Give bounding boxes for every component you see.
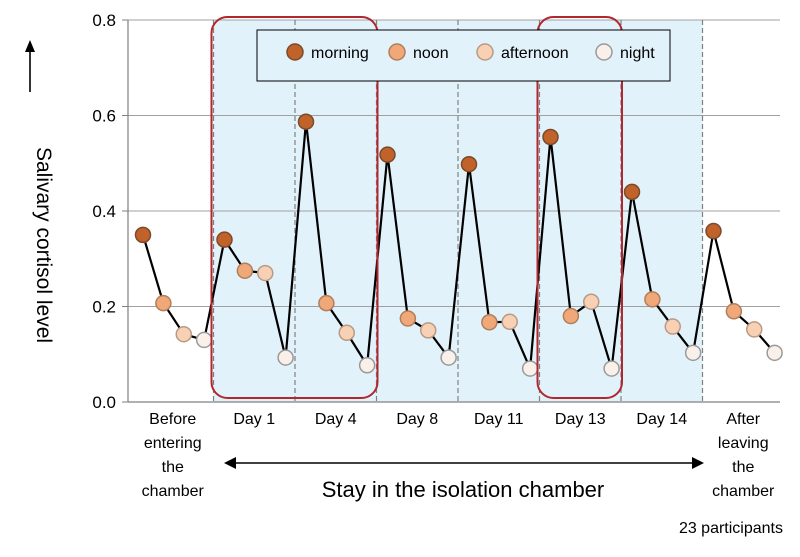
category-label: Before entering the chamber <box>142 411 205 500</box>
data-point-night <box>766 344 783 362</box>
stay-annotation-group: Stay in the isolation chamber <box>224 457 704 502</box>
legend-label-night: night <box>620 45 655 62</box>
legend-label-noon: noon <box>413 45 449 62</box>
stay-annotation: Stay in the isolation chamber <box>322 477 605 502</box>
data-point-morning <box>379 146 396 163</box>
legend: morning noon afternoon night <box>256 29 671 82</box>
data-point-afternoon <box>420 322 437 339</box>
data-point-morning <box>460 155 478 173</box>
data-point-noon <box>236 262 254 279</box>
stay-arrow-head-left <box>224 457 236 469</box>
y-axis-title-group: Salivary cortisol level <box>25 40 55 343</box>
legend-marker-noon <box>388 43 406 61</box>
data-point-afternoon <box>338 324 355 342</box>
data-point-afternoon <box>583 293 600 310</box>
y-tick-label: 0.2 <box>92 298 116 317</box>
data-point-afternoon <box>746 321 763 338</box>
data-point-noon <box>562 307 580 325</box>
category-label: Day 13 <box>555 411 606 428</box>
participant-count-note: 23 participants <box>679 520 783 537</box>
y-tick-label: 0.4 <box>92 202 116 221</box>
data-point-noon <box>318 294 335 312</box>
y-tick-label: 0.0 <box>92 393 116 412</box>
data-point-night <box>277 349 294 366</box>
y-tick-label: 0.8 <box>92 11 116 30</box>
data-point-afternoon <box>257 264 274 282</box>
y-axis-title: Salivary cortisol level <box>32 147 55 343</box>
data-point-morning <box>623 183 641 201</box>
highlight-box <box>210 16 379 399</box>
data-point-noon <box>155 294 172 312</box>
data-point-morning <box>542 128 559 146</box>
data-point-night <box>195 331 213 349</box>
data-point-noon <box>644 291 661 308</box>
data-point-noon <box>481 314 498 331</box>
data-points <box>134 113 783 377</box>
category-label: Day 14 <box>636 411 687 428</box>
data-point-afternoon <box>175 325 192 343</box>
y-axis-arrow-head <box>25 40 35 52</box>
legend-label-morning: morning <box>311 45 369 62</box>
data-point-afternoon <box>664 318 681 335</box>
data-point-morning <box>297 113 315 130</box>
data-point-night <box>440 349 457 366</box>
data-point-afternoon <box>501 313 518 331</box>
data-point-night <box>521 360 539 377</box>
axes <box>127 20 780 403</box>
data-point-night <box>603 360 620 377</box>
legend-marker-afternoon <box>476 43 494 61</box>
data-point-noon <box>725 303 743 320</box>
legend-marker-night <box>595 43 613 61</box>
y-tick-label: 0.6 <box>92 107 116 126</box>
y-tick-labels: 0.0 0.2 0.4 0.6 0.8 <box>92 11 116 412</box>
category-label: Day 8 <box>396 411 438 428</box>
legend-marker-morning <box>286 43 304 61</box>
category-label: Day 1 <box>233 411 275 428</box>
category-label: Day 4 <box>315 411 357 428</box>
data-point-morning <box>216 231 233 248</box>
highlight-box <box>536 16 623 399</box>
highlight-boxes <box>210 16 623 399</box>
data-point-morning <box>705 222 722 240</box>
legend-label-afternoon: afternoon <box>501 45 569 62</box>
stay-arrow-head-right <box>692 457 704 469</box>
data-point-morning <box>134 226 152 244</box>
data-point-night <box>358 356 376 374</box>
x-category-labels: Before entering the chamber Day 1 Day 4 Day 8 D… <box>142 411 775 500</box>
data-point-night <box>684 344 702 362</box>
category-label: After leaving the chamber <box>712 411 775 500</box>
category-label: Day 11 <box>474 411 524 428</box>
data-point-noon <box>399 310 417 327</box>
